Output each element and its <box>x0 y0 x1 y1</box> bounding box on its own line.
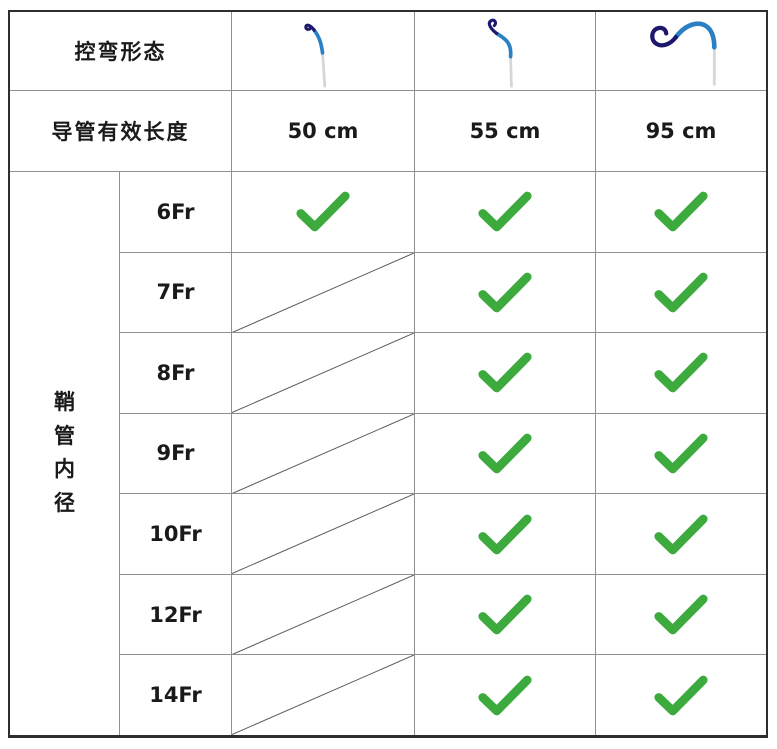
sheath-size-label: 8Fr <box>156 360 195 385</box>
length-value-cell-95cm: 95 cm <box>596 91 766 171</box>
availability-cell-6fr-55cm <box>415 172 595 252</box>
check-icon <box>654 272 708 313</box>
catheter-spec-table: 控弯形态 导管有效长度 50 cm 55 cm 95 cm 鞘 <box>8 10 768 738</box>
sheath-size-cell-7fr: 7Fr <box>120 252 231 333</box>
check-icon <box>654 433 708 474</box>
availability-cell-12fr-95cm <box>596 574 766 655</box>
length-value-cell-55cm: 55 cm <box>415 91 595 171</box>
sheath-size-label: 10Fr <box>149 522 202 547</box>
availability-cell-14fr-50cm <box>232 655 414 735</box>
check-icon <box>654 675 708 716</box>
curve-cell-95cm <box>596 12 766 90</box>
check-icon <box>478 433 532 474</box>
availability-cell-7fr-55cm <box>415 252 595 333</box>
not-available-diagonal-icon <box>232 494 414 574</box>
availability-cell-14fr-55cm <box>415 655 595 735</box>
availability-cell-10fr-55cm <box>415 494 595 574</box>
length-header-label: 导管有效长度 <box>51 120 190 144</box>
not-available-diagonal-icon <box>232 655 414 735</box>
bend-shape-header-label: 控弯形态 <box>74 40 167 64</box>
length-value-cell-50cm: 50 cm <box>232 91 414 171</box>
not-available-diagonal-icon <box>232 414 414 494</box>
catheter-curve-small-hook-icon <box>304 23 327 88</box>
check-icon <box>478 191 532 232</box>
check-icon <box>478 594 532 635</box>
availability-cell-9fr-50cm <box>232 413 414 494</box>
curve-cell-50cm <box>232 12 414 90</box>
availability-cell-6fr-50cm <box>232 172 414 252</box>
curve-cell-55cm <box>415 12 595 90</box>
length-header-cell: 导管有效长度 <box>10 91 231 171</box>
sheath-size-cell-12fr: 12Fr <box>120 574 231 655</box>
check-icon <box>478 675 532 716</box>
availability-cell-10fr-95cm <box>596 494 766 574</box>
length-value-50cm: 50 cm <box>287 119 359 143</box>
availability-cell-8fr-55cm <box>415 333 595 413</box>
sheath-size-label: 6Fr <box>156 199 195 224</box>
availability-cell-9fr-55cm <box>415 413 595 494</box>
sheath-diameter-header-cell: 鞘管内径 <box>10 172 119 735</box>
availability-cell-9fr-95cm <box>596 413 766 494</box>
bend-shape-header-cell: 控弯形态 <box>10 12 231 90</box>
check-icon <box>654 191 708 232</box>
check-icon <box>478 353 532 393</box>
sheath-size-cell-14fr: 14Fr <box>120 655 231 735</box>
check-icon <box>296 191 350 232</box>
availability-cell-8fr-95cm <box>596 333 766 413</box>
sheath-size-cell-8fr: 8Fr <box>120 333 231 413</box>
availability-cell-10fr-50cm <box>232 494 414 574</box>
check-icon <box>478 514 532 554</box>
catheter-curve-large-hook-icon <box>487 18 513 88</box>
availability-cell-7fr-50cm <box>232 252 414 333</box>
availability-cell-7fr-95cm <box>596 252 766 333</box>
not-available-diagonal-icon <box>232 253 414 333</box>
not-available-diagonal-icon <box>232 575 414 655</box>
not-available-diagonal-icon <box>232 333 414 413</box>
catheter-curve-pigtail-icon <box>650 21 717 86</box>
check-icon <box>654 514 708 554</box>
length-value-95cm: 95 cm <box>645 119 717 143</box>
availability-cell-8fr-50cm <box>232 333 414 413</box>
availability-cell-12fr-50cm <box>232 574 414 655</box>
sheath-size-label: 9Fr <box>156 441 195 466</box>
sheath-size-label: 7Fr <box>156 280 195 305</box>
availability-cell-6fr-95cm <box>596 172 766 252</box>
check-icon <box>654 594 708 635</box>
length-value-55cm: 55 cm <box>469 119 541 143</box>
sheath-size-cell-10fr: 10Fr <box>120 494 231 574</box>
availability-cell-14fr-95cm <box>596 655 766 735</box>
check-icon <box>478 272 532 313</box>
availability-cell-12fr-55cm <box>415 574 595 655</box>
check-icon <box>654 353 708 393</box>
sheath-size-cell-6fr: 6Fr <box>120 172 231 252</box>
sheath-diameter-header-label: 鞘管内径 <box>53 390 75 516</box>
sheath-size-label: 14Fr <box>149 683 202 708</box>
sheath-size-cell-9fr: 9Fr <box>120 413 231 494</box>
sheath-size-label: 12Fr <box>149 602 202 627</box>
